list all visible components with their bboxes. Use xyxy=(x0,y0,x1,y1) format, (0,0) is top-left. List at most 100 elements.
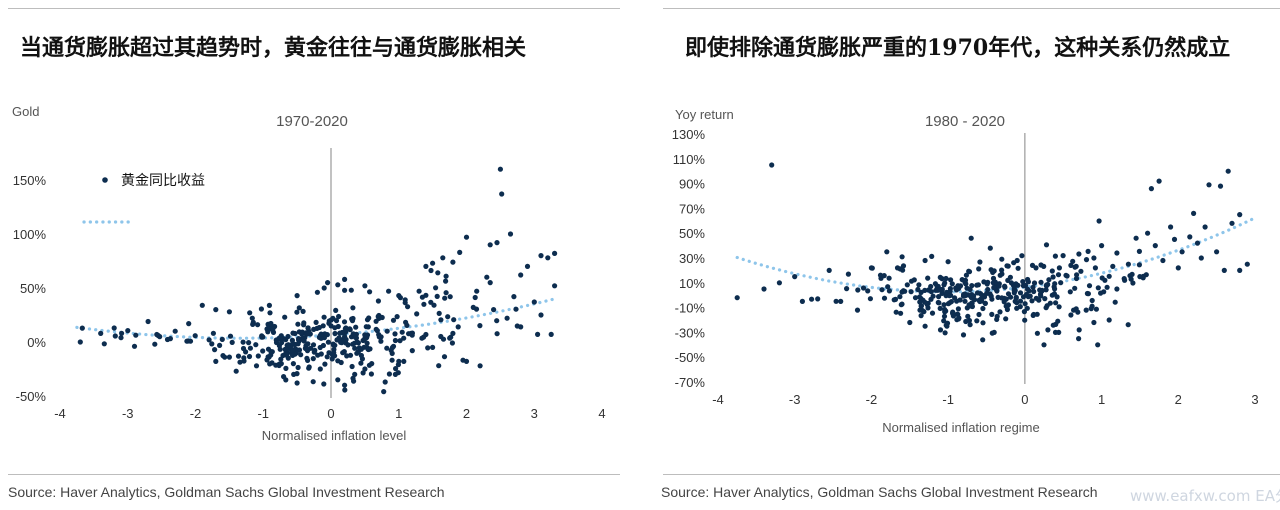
x-tick-label: -2 xyxy=(866,392,878,407)
data-point xyxy=(918,313,924,319)
data-point xyxy=(342,276,348,282)
data-point xyxy=(1068,312,1074,318)
data-point xyxy=(957,297,963,303)
data-point xyxy=(988,267,994,273)
data-point xyxy=(477,323,483,329)
data-point xyxy=(443,273,449,279)
data-point xyxy=(369,361,375,367)
data-point xyxy=(295,341,301,347)
data-point xyxy=(247,310,253,316)
data-point xyxy=(1031,288,1037,295)
data-point xyxy=(358,360,364,366)
right-panel: 即使排除通货膨胀严重的1970年代，这种关系仍然成立 1980 - 2020 Yo… xyxy=(655,0,1280,510)
data-point xyxy=(792,274,798,280)
data-point xyxy=(324,354,330,360)
data-point xyxy=(301,338,307,344)
data-point xyxy=(1091,319,1097,326)
data-point xyxy=(1130,280,1136,286)
data-point xyxy=(1089,297,1095,304)
data-point xyxy=(368,371,374,377)
data-point xyxy=(295,321,301,327)
data-point xyxy=(1012,288,1018,294)
data-point xyxy=(999,267,1005,273)
top-rule xyxy=(8,8,620,9)
data-point xyxy=(1052,281,1058,287)
data-point xyxy=(1017,290,1024,296)
data-point xyxy=(968,235,974,241)
data-point xyxy=(1225,168,1231,174)
data-point xyxy=(1084,290,1090,297)
data-point xyxy=(332,353,338,359)
y-tick-label: -70% xyxy=(675,375,706,390)
data-point xyxy=(335,377,341,383)
y-tick-label: -50% xyxy=(16,389,47,404)
data-point xyxy=(761,286,767,292)
data-point xyxy=(881,295,888,301)
data-point xyxy=(428,267,434,274)
data-point xyxy=(860,285,867,291)
y-tick-label: 10% xyxy=(679,276,705,291)
data-point xyxy=(1078,268,1084,274)
data-point xyxy=(941,302,947,308)
data-point xyxy=(1114,250,1120,256)
data-point xyxy=(937,274,943,280)
data-point xyxy=(280,336,286,342)
data-point xyxy=(885,284,891,290)
data-point xyxy=(1004,303,1010,309)
data-point xyxy=(305,325,311,331)
right-chart: 1980 - 2020 Yoy return Normalised inflatio… xyxy=(672,107,1259,435)
data-point xyxy=(290,361,296,367)
data-point xyxy=(241,355,247,361)
data-point xyxy=(886,275,892,281)
data-point xyxy=(1221,267,1227,273)
data-point xyxy=(276,343,282,349)
data-point xyxy=(260,348,266,354)
data-point xyxy=(379,314,385,321)
data-point xyxy=(352,371,358,377)
data-point xyxy=(375,298,381,304)
data-point xyxy=(343,336,349,343)
data-point xyxy=(1136,248,1142,254)
data-point xyxy=(991,329,997,335)
data-point xyxy=(186,321,192,327)
y-tick-label: 70% xyxy=(679,201,705,216)
data-point xyxy=(943,322,949,328)
data-point xyxy=(112,333,118,339)
data-point xyxy=(336,313,342,320)
data-point xyxy=(354,339,360,345)
data-point xyxy=(949,281,955,287)
data-point xyxy=(118,335,124,341)
data-point xyxy=(249,315,255,321)
data-point xyxy=(240,339,246,345)
y-tick-label: 150% xyxy=(13,173,47,188)
data-point xyxy=(101,341,107,347)
data-point xyxy=(1114,286,1120,292)
data-point xyxy=(511,294,517,300)
data-point xyxy=(884,249,890,255)
data-point xyxy=(1017,298,1024,304)
data-point xyxy=(349,316,355,322)
data-point xyxy=(382,379,388,385)
data-point xyxy=(362,332,368,338)
right-headline: 即使排除通货膨胀严重的1970年代，这种关系仍然成立 xyxy=(685,35,1231,61)
data-point xyxy=(295,364,301,371)
data-point xyxy=(994,316,1000,322)
data-point xyxy=(1034,311,1040,317)
data-point xyxy=(1093,306,1099,312)
data-point xyxy=(389,357,395,363)
data-point xyxy=(310,342,317,348)
data-point xyxy=(1060,253,1066,259)
data-point xyxy=(119,330,125,336)
data-point xyxy=(253,363,260,369)
data-point xyxy=(438,333,444,340)
data-point xyxy=(999,256,1005,262)
data-point xyxy=(430,260,436,266)
data-point xyxy=(966,269,973,275)
data-point xyxy=(367,289,373,295)
data-point xyxy=(315,352,321,358)
data-point xyxy=(321,314,327,320)
data-point xyxy=(264,357,270,363)
data-point xyxy=(283,365,289,371)
data-point xyxy=(1053,300,1059,306)
data-point xyxy=(1229,220,1235,226)
